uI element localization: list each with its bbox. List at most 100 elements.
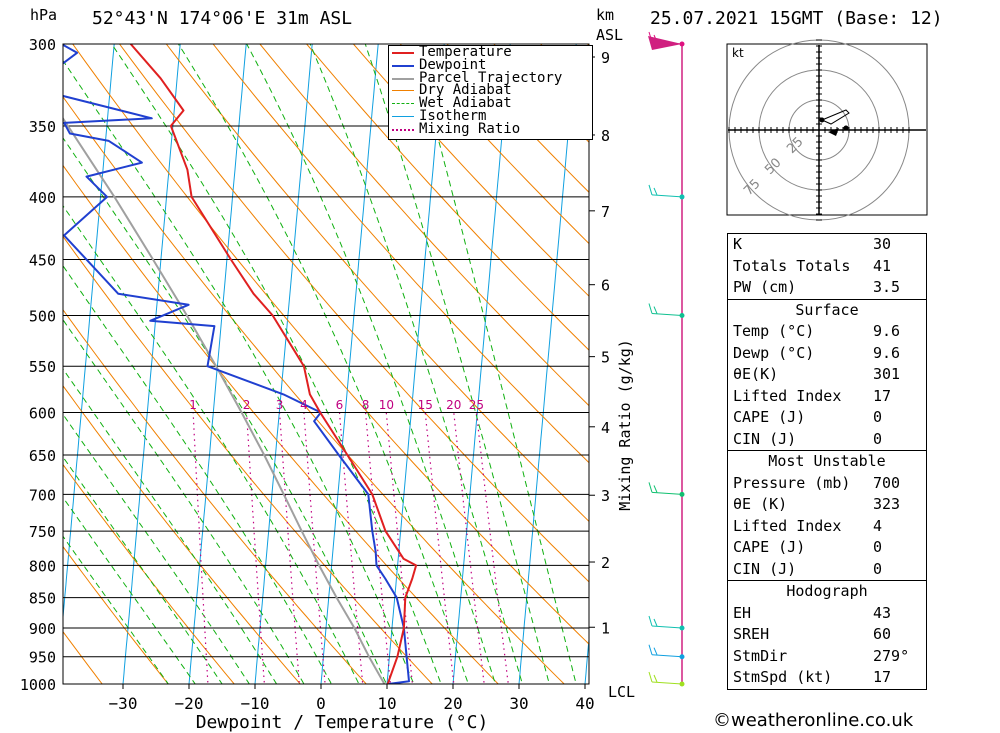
surface-section-title: Surface bbox=[728, 298, 926, 322]
hodograph-row: StmSpd (kt) 17 bbox=[728, 667, 926, 689]
mixing-ratio-label: 4 bbox=[300, 398, 308, 412]
km-tick-label: 7 bbox=[601, 203, 610, 221]
isotherm-line bbox=[188, 44, 247, 684]
index-label: θE (K) bbox=[733, 495, 788, 513]
index-label: CIN (J) bbox=[733, 429, 797, 448]
index-label: CAPE (J) bbox=[733, 408, 806, 426]
mixing-ratio-line bbox=[192, 412, 209, 684]
pressure-tick-label: 1000 bbox=[20, 676, 56, 694]
datetime-title: 25.07.2021 15GMT (Base: 12) bbox=[650, 8, 943, 29]
wind-barb-flag bbox=[648, 184, 653, 196]
dry-adiabat-line bbox=[352, 44, 589, 297]
hodograph-point bbox=[843, 125, 849, 131]
legend-item-isotherm: Isotherm bbox=[389, 107, 592, 124]
legend-item-dry-adiabat: Dry Adiabat bbox=[389, 84, 592, 97]
wind-barb-flag bbox=[653, 674, 658, 683]
dry-adiabat-line bbox=[446, 44, 589, 193]
legend-label: Dewpoint bbox=[419, 56, 487, 73]
mixing-ratio-label: 6 bbox=[336, 398, 344, 412]
km-tick-label: 5 bbox=[601, 349, 610, 367]
dry-adiabat-line bbox=[63, 308, 367, 684]
mixing-ratio-label: 15 bbox=[418, 398, 433, 412]
mixing-ratio-label: 10 bbox=[379, 398, 394, 412]
wind-barb-flag bbox=[648, 615, 653, 627]
legend-label: Temperature bbox=[419, 44, 512, 60]
surface-row: Temp (°C) 9.6 bbox=[728, 321, 926, 343]
index-row-pw: PW (cm) 3.5 bbox=[728, 277, 926, 299]
mixing-ratio-line bbox=[279, 412, 300, 684]
km-tick-label: 4 bbox=[601, 419, 610, 437]
index-label: PW (cm) bbox=[733, 278, 797, 296]
wind-profile bbox=[648, 31, 685, 687]
pressure-tick-label: 400 bbox=[29, 189, 56, 207]
isobar-lines bbox=[63, 43, 589, 685]
mixing-ratio-line bbox=[246, 412, 266, 684]
dry-adiabat-line bbox=[63, 630, 103, 684]
km-unit-label: km bbox=[596, 6, 615, 24]
pressure-tick-label: 300 bbox=[29, 36, 56, 54]
most-unstable-row: Pressure (mb) 700 bbox=[728, 473, 926, 495]
index-value: 0 bbox=[873, 429, 883, 448]
wind-barb bbox=[648, 184, 683, 198]
wind-top-marker bbox=[648, 36, 682, 50]
mixing-ratio-label: 25 bbox=[469, 398, 484, 412]
pressure-tick-label: 800 bbox=[29, 557, 56, 575]
index-value: 0 bbox=[873, 538, 883, 556]
asl-unit-label: ASL bbox=[596, 26, 624, 44]
wind-barb bbox=[648, 303, 683, 317]
wind-barb-shaft bbox=[651, 313, 683, 317]
index-label: StmDir bbox=[733, 646, 788, 665]
mixing-ratio-line bbox=[303, 412, 326, 684]
index-label: CAPE (J) bbox=[733, 538, 806, 556]
dry-adiabat-line bbox=[259, 44, 589, 407]
storm-motion-marker bbox=[828, 128, 839, 136]
wind-barb bbox=[648, 482, 683, 495]
hpa-unit-label: hPa bbox=[30, 6, 58, 24]
right-axis-label: Mixing Ratio (g/kg) bbox=[616, 339, 634, 511]
index-label: Lifted Index bbox=[733, 516, 842, 535]
x-axis-label: Dewpoint / Temperature (°C) bbox=[196, 712, 489, 733]
dry-adiabat-line bbox=[63, 545, 169, 684]
wind-barb-flag bbox=[648, 644, 653, 655]
isotherm-line bbox=[320, 44, 379, 684]
hodograph-point bbox=[819, 117, 825, 123]
series-line-dewpoint bbox=[63, 44, 410, 684]
surface-row: CIN (J) 0 bbox=[728, 429, 926, 451]
index-value: 60 bbox=[873, 625, 892, 643]
axis-labels: 3003504004505005506006507007508008509009… bbox=[20, 36, 635, 733]
legend-label: Isotherm bbox=[419, 107, 487, 124]
wind-barb-flag bbox=[653, 187, 658, 196]
mixing-ratio-line bbox=[475, 412, 509, 684]
mixing-ratio-line bbox=[385, 412, 414, 684]
x-tick-label: 40 bbox=[575, 694, 594, 713]
hodograph-trace bbox=[820, 109, 850, 125]
index-value: 0 bbox=[873, 559, 883, 578]
wind-barb bbox=[648, 671, 683, 685]
location-title: 52°43'N 174°06'E 31m ASL bbox=[92, 8, 353, 29]
wind-barb-shaft bbox=[651, 654, 683, 658]
most-unstable-row: CIN (J) 0 bbox=[728, 559, 926, 581]
wind-barb-flag bbox=[648, 671, 653, 683]
pressure-tick-label: 500 bbox=[29, 308, 56, 326]
wind-barb-flag bbox=[653, 647, 658, 655]
index-value: 17 bbox=[873, 386, 892, 405]
wind-barb-flag bbox=[648, 303, 653, 314]
index-value: 41 bbox=[873, 256, 892, 275]
x-tick-label: −20 bbox=[175, 694, 204, 713]
isotherm-line bbox=[63, 44, 115, 623]
hodograph-section-title: Hodograph bbox=[728, 580, 926, 603]
pressure-tick-label: 650 bbox=[29, 447, 56, 465]
km-tick-label: 6 bbox=[601, 277, 610, 295]
most-unstable-row: CAPE (J) 0 bbox=[728, 537, 926, 559]
surface-row: CAPE (J) 0 bbox=[728, 407, 926, 429]
mixing-ratio-line bbox=[338, 412, 364, 684]
index-label: EH bbox=[733, 603, 752, 622]
pressure-tick-label: 550 bbox=[29, 358, 56, 376]
wind-barb-shaft bbox=[651, 194, 683, 198]
wind-barb-shaft bbox=[651, 681, 683, 685]
index-label: Dewp (°C) bbox=[733, 343, 815, 362]
most-unstable-row: θE (K) 323 bbox=[728, 494, 926, 516]
index-value: 43 bbox=[873, 603, 892, 622]
surface-row: Dewp (°C) 9.6 bbox=[728, 343, 926, 365]
